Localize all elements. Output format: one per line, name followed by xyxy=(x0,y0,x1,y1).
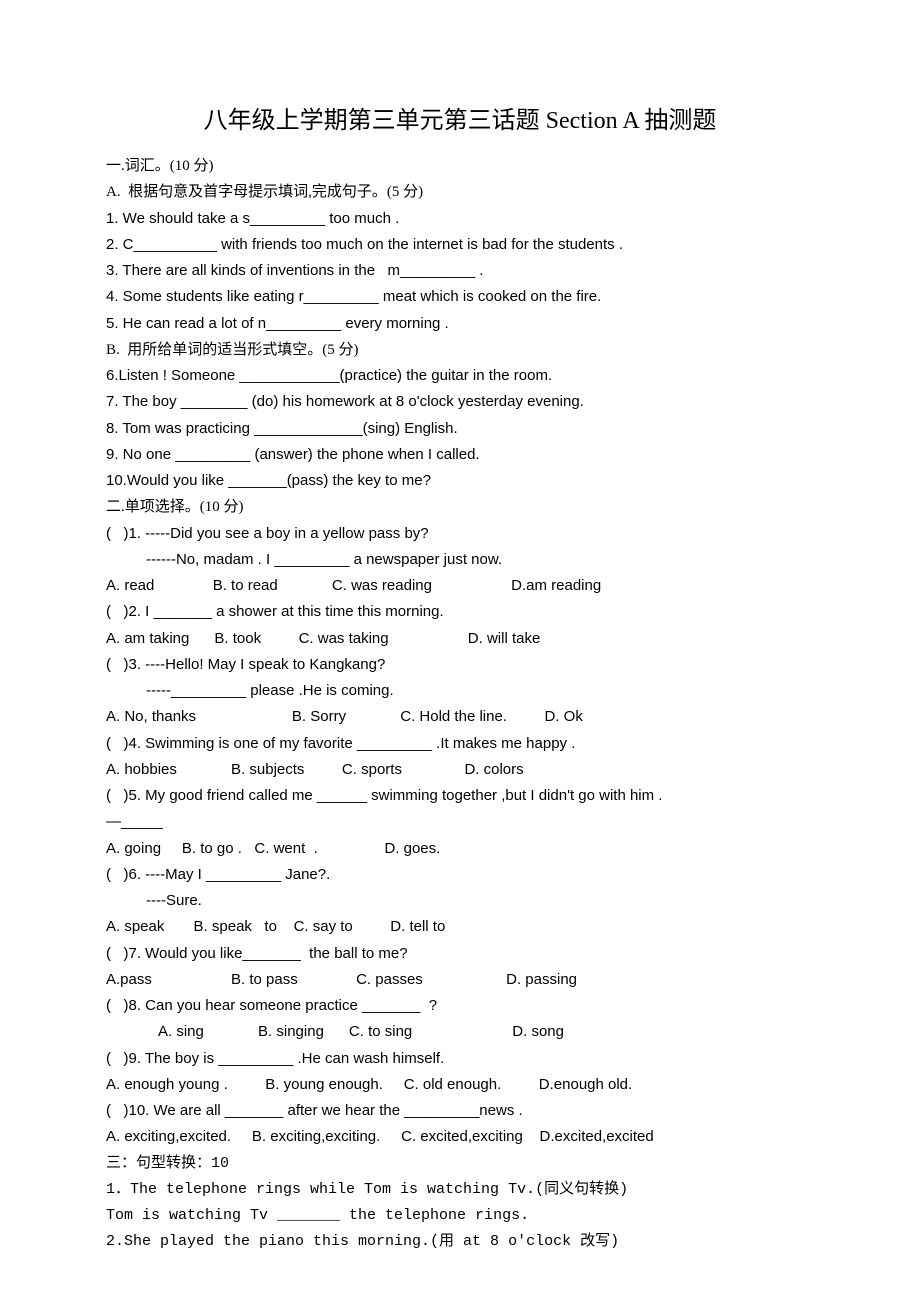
q2-4-opts: A. hobbies B. subjects C. sports D. colo… xyxy=(106,757,814,783)
q2-1-stem2: ------No, madam . I _________ a newspape… xyxy=(106,547,814,573)
q-b8: 8. Tom was practicing _____________(sing… xyxy=(106,416,814,442)
q-b10: 10.Would you like _______(pass) the key … xyxy=(106,468,814,494)
section1b-heading: B. 用所给单词的适当形式填空。(5 分) xyxy=(106,337,814,363)
q2-3-stem2: -----_________ please .He is coming. xyxy=(106,678,814,704)
q3-2: 2.She played the piano this morning.(用 a… xyxy=(106,1229,814,1255)
q2-4-stem: ( )4. Swimming is one of my favorite ___… xyxy=(106,731,814,757)
q-b6: 6.Listen ! Someone ____________(practice… xyxy=(106,363,814,389)
q2-8-stem: ( )8. Can you hear someone practice ____… xyxy=(106,993,814,1019)
q-a5: 5. He can read a lot of n_________ every… xyxy=(106,311,814,337)
q2-2-stem: ( )2. I _______ a shower at this time th… xyxy=(106,599,814,625)
q3-1a: 1．The telephone rings while Tom is watch… xyxy=(106,1177,814,1203)
q-a2: 2. C__________ with friends too much on … xyxy=(106,232,814,258)
q2-9-stem: ( )9. The boy is _________ .He can wash … xyxy=(106,1046,814,1072)
q2-1-stem: ( )1. -----Did you see a boy in a yellow… xyxy=(106,521,814,547)
q2-5-stem2: —_____ xyxy=(106,809,814,835)
q2-9-opts: A. enough young . B. young enough. C. ol… xyxy=(106,1072,814,1098)
q-a4: 4. Some students like eating r_________ … xyxy=(106,284,814,310)
section3-heading: 三：句型转换：10 xyxy=(106,1151,814,1177)
q-a1: 1. We should take a s_________ too much … xyxy=(106,206,814,232)
q2-5-stem: ( )5. My good friend called me ______ sw… xyxy=(106,783,814,809)
section2-heading: 二.单项选择。(10 分) xyxy=(106,494,814,520)
q2-7-stem: ( )7. Would you like_______ the ball to … xyxy=(106,941,814,967)
page-title: 八年级上学期第三单元第三话题 Section A 抽测题 xyxy=(106,100,814,135)
section1-heading: 一.词汇。(10 分) xyxy=(106,153,814,179)
section1a-heading: A. 根据句意及首字母提示填词,完成句子。(5 分) xyxy=(106,179,814,205)
q2-1-opts: A. read B. to read C. was reading D.am r… xyxy=(106,573,814,599)
q2-6-stem: ( )6. ----May I _________ Jane?. xyxy=(106,862,814,888)
q-b9: 9. No one _________ (answer) the phone w… xyxy=(106,442,814,468)
q2-10-stem: ( )10. We are all _______ after we hear … xyxy=(106,1098,814,1124)
q2-2-opts: A. am taking B. took C. was taking D. wi… xyxy=(106,626,814,652)
q2-5-opts: A. going B. to go . C. went . D. goes. xyxy=(106,836,814,862)
q-a3: 3. There are all kinds of inventions in … xyxy=(106,258,814,284)
q2-6-stem2: ----Sure. xyxy=(106,888,814,914)
q-b7: 7. The boy ________ (do) his homework at… xyxy=(106,389,814,415)
q2-7-opts: A.pass B. to pass C. passes D. passing xyxy=(106,967,814,993)
q2-10-opts: A. exciting,excited. B. exciting,excitin… xyxy=(106,1124,814,1150)
q2-6-opts: A. speak B. speak to C. say to D. tell t… xyxy=(106,914,814,940)
q2-3-opts: A. No, thanks B. Sorry C. Hold the line.… xyxy=(106,704,814,730)
q2-3-stem: ( )3. ----Hello! May I speak to Kangkang… xyxy=(106,652,814,678)
q3-1b: Tom is watching Tv _______ the telephone… xyxy=(106,1203,814,1229)
q2-8-opts: A. sing B. singing C. to sing D. song xyxy=(106,1019,814,1045)
